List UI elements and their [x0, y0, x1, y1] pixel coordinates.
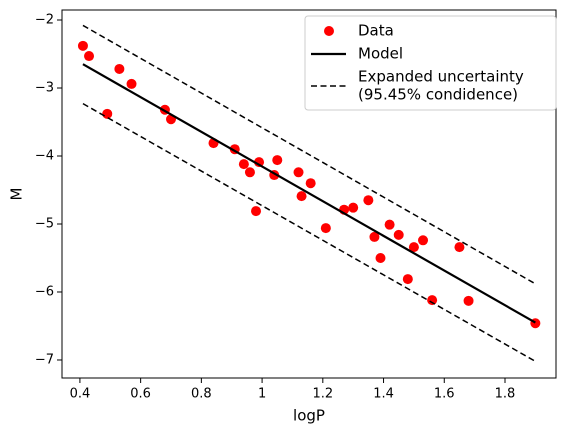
data-point	[384, 219, 395, 230]
legend-label: Expanded uncertainty	[358, 68, 524, 86]
y-tick-label: −3	[35, 80, 54, 95]
data-point	[114, 63, 125, 74]
data-point	[296, 191, 307, 202]
data-point	[375, 252, 386, 263]
legend-marker	[324, 26, 334, 36]
data-point	[305, 178, 316, 189]
x-tick-label: 0.4	[70, 387, 91, 402]
data-point	[77, 40, 88, 51]
data-point	[408, 242, 419, 253]
data-point	[348, 202, 359, 213]
x-tick-label: 1.2	[312, 387, 333, 402]
y-tick-label: −5	[35, 216, 54, 231]
data-point	[393, 229, 404, 240]
y-tick-label: −7	[35, 352, 54, 367]
data-point	[238, 159, 249, 170]
y-tick-label: −4	[35, 148, 54, 163]
data-point	[102, 108, 113, 119]
data-point	[369, 231, 380, 242]
data-point	[251, 206, 262, 217]
data-point	[454, 242, 465, 253]
legend-label: Data	[358, 22, 394, 40]
data-point	[418, 235, 429, 246]
data-point	[320, 223, 331, 234]
legend-box	[304, 15, 557, 111]
x-tick-label: 0.6	[130, 387, 151, 402]
data-point	[463, 295, 474, 306]
data-point	[293, 167, 304, 178]
x-tick-label: 1.8	[495, 387, 516, 402]
model-line	[82, 63, 536, 324]
x-tick-label: 1.6	[434, 387, 455, 402]
data-point	[402, 274, 413, 285]
plot-frame	[61, 9, 557, 379]
x-tick-label: 0.8	[191, 387, 212, 402]
legend-label: (95.45% condidence)	[358, 86, 518, 104]
x-axis-label: logP	[293, 407, 325, 425]
y-tick-label: −6	[35, 284, 54, 299]
data-point	[427, 295, 438, 306]
uncertainty-line	[82, 24, 536, 362]
x-tick-label: 1.4	[373, 387, 394, 402]
data-point	[272, 155, 283, 166]
data-point	[126, 78, 137, 89]
legend-label: Model	[358, 45, 403, 63]
y-axis-label: M	[8, 188, 26, 201]
y-tick-label: −2	[35, 12, 54, 27]
x-tick-label: 1	[258, 387, 266, 402]
data-point	[363, 195, 374, 206]
data-point	[244, 167, 255, 178]
data-point	[84, 51, 95, 62]
